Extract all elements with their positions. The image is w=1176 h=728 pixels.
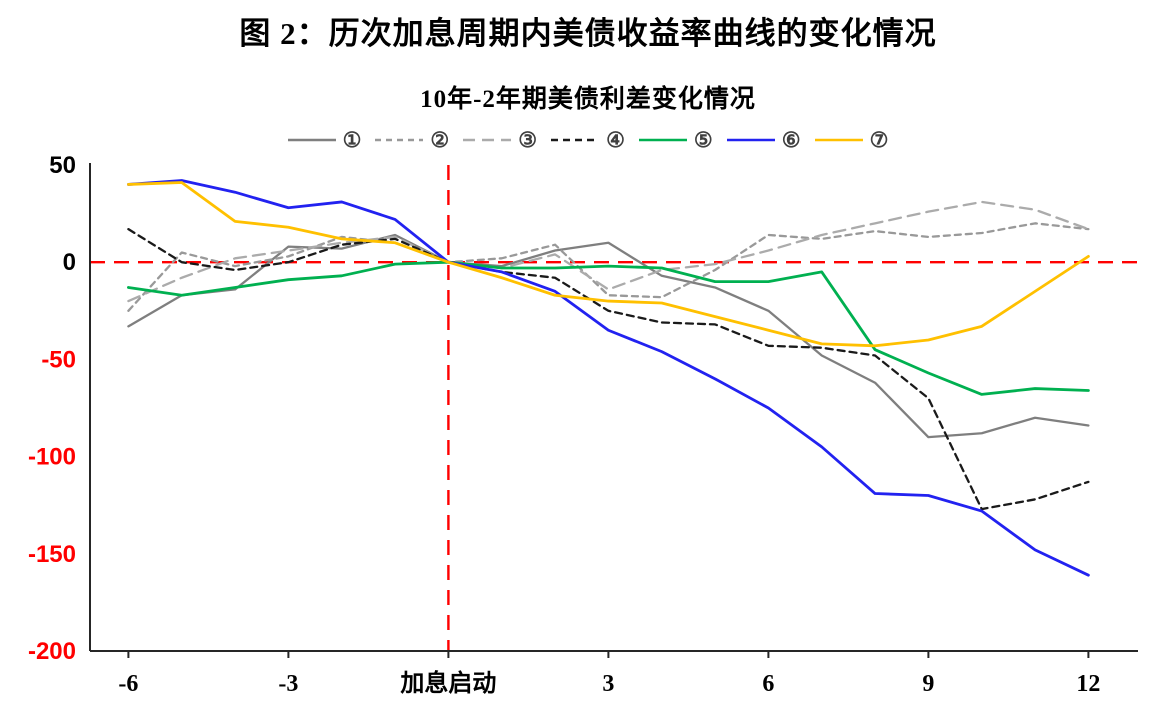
x-tick-label: 加息启动: [400, 669, 496, 697]
x-tick-label: 12: [1076, 671, 1100, 697]
series-line-2: [127, 222, 1090, 312]
series-line-7: [126, 181, 1090, 348]
series-line-1: [127, 233, 1090, 439]
x-tick-label: 6: [762, 671, 774, 697]
legend-line-sample: [287, 138, 336, 142]
figure-title: 图 2：历次加息周期内美债收益率曲线的变化情况: [239, 16, 937, 51]
x-tick-label: 9: [922, 671, 934, 697]
legend-item-7: ⑦: [814, 128, 889, 152]
legend-line-sample: [551, 138, 600, 142]
x-tick-label: -3: [278, 671, 298, 697]
y-tick-label: 0: [63, 249, 76, 276]
series-line-4: [127, 228, 1090, 511]
series-line-6: [126, 179, 1090, 577]
y-tick-label: -150: [28, 541, 76, 568]
legend-line-sample: [638, 138, 687, 142]
legend-line-sample: [463, 138, 512, 142]
legend: ① ② ③ ④ ⑤ ⑥ ⑦: [0, 127, 1176, 153]
legend-label: ⑥: [781, 128, 801, 152]
x-tick-label: 3: [602, 671, 614, 697]
legend-item-6: ⑥: [726, 128, 801, 152]
legend-label: ②: [430, 128, 450, 152]
y-tick-label: -200: [28, 638, 76, 665]
legend-label: ①: [342, 128, 362, 152]
x-tick-label: -6: [118, 671, 138, 697]
legend-item-5: ⑤: [638, 128, 713, 152]
legend-item-2: ②: [375, 130, 449, 151]
legend-item-4: ④: [551, 130, 625, 151]
legend-label: ④: [606, 128, 625, 152]
y-tick-label: -100: [28, 444, 76, 471]
legend-label: ⑤: [693, 128, 713, 152]
legend-line-sample: [375, 138, 424, 142]
legend-item-3: ③: [463, 130, 537, 151]
figure: 图 2：历次加息周期内美债收益率曲线的变化情况 10年-2年期美债利差变化情况 …: [0, 8, 1176, 728]
series-line-5: [126, 260, 1090, 396]
legend-item-1: ①: [287, 128, 362, 152]
legend-line-sample: [726, 138, 775, 142]
legend-line-sample: [814, 138, 863, 142]
line-chart: 50 0 -50 -100 -150 -200 -6 -3 加息启动 3 6 9 12: [28, 153, 1138, 697]
chart-title: 10年-2年期美债利差变化情况: [420, 86, 756, 113]
legend-label: ③: [518, 128, 538, 152]
y-tick-label: 50: [49, 153, 76, 179]
legend-label: ⑦: [869, 128, 889, 152]
y-tick-label: -50: [41, 346, 76, 373]
series-line-3: [127, 200, 1090, 303]
